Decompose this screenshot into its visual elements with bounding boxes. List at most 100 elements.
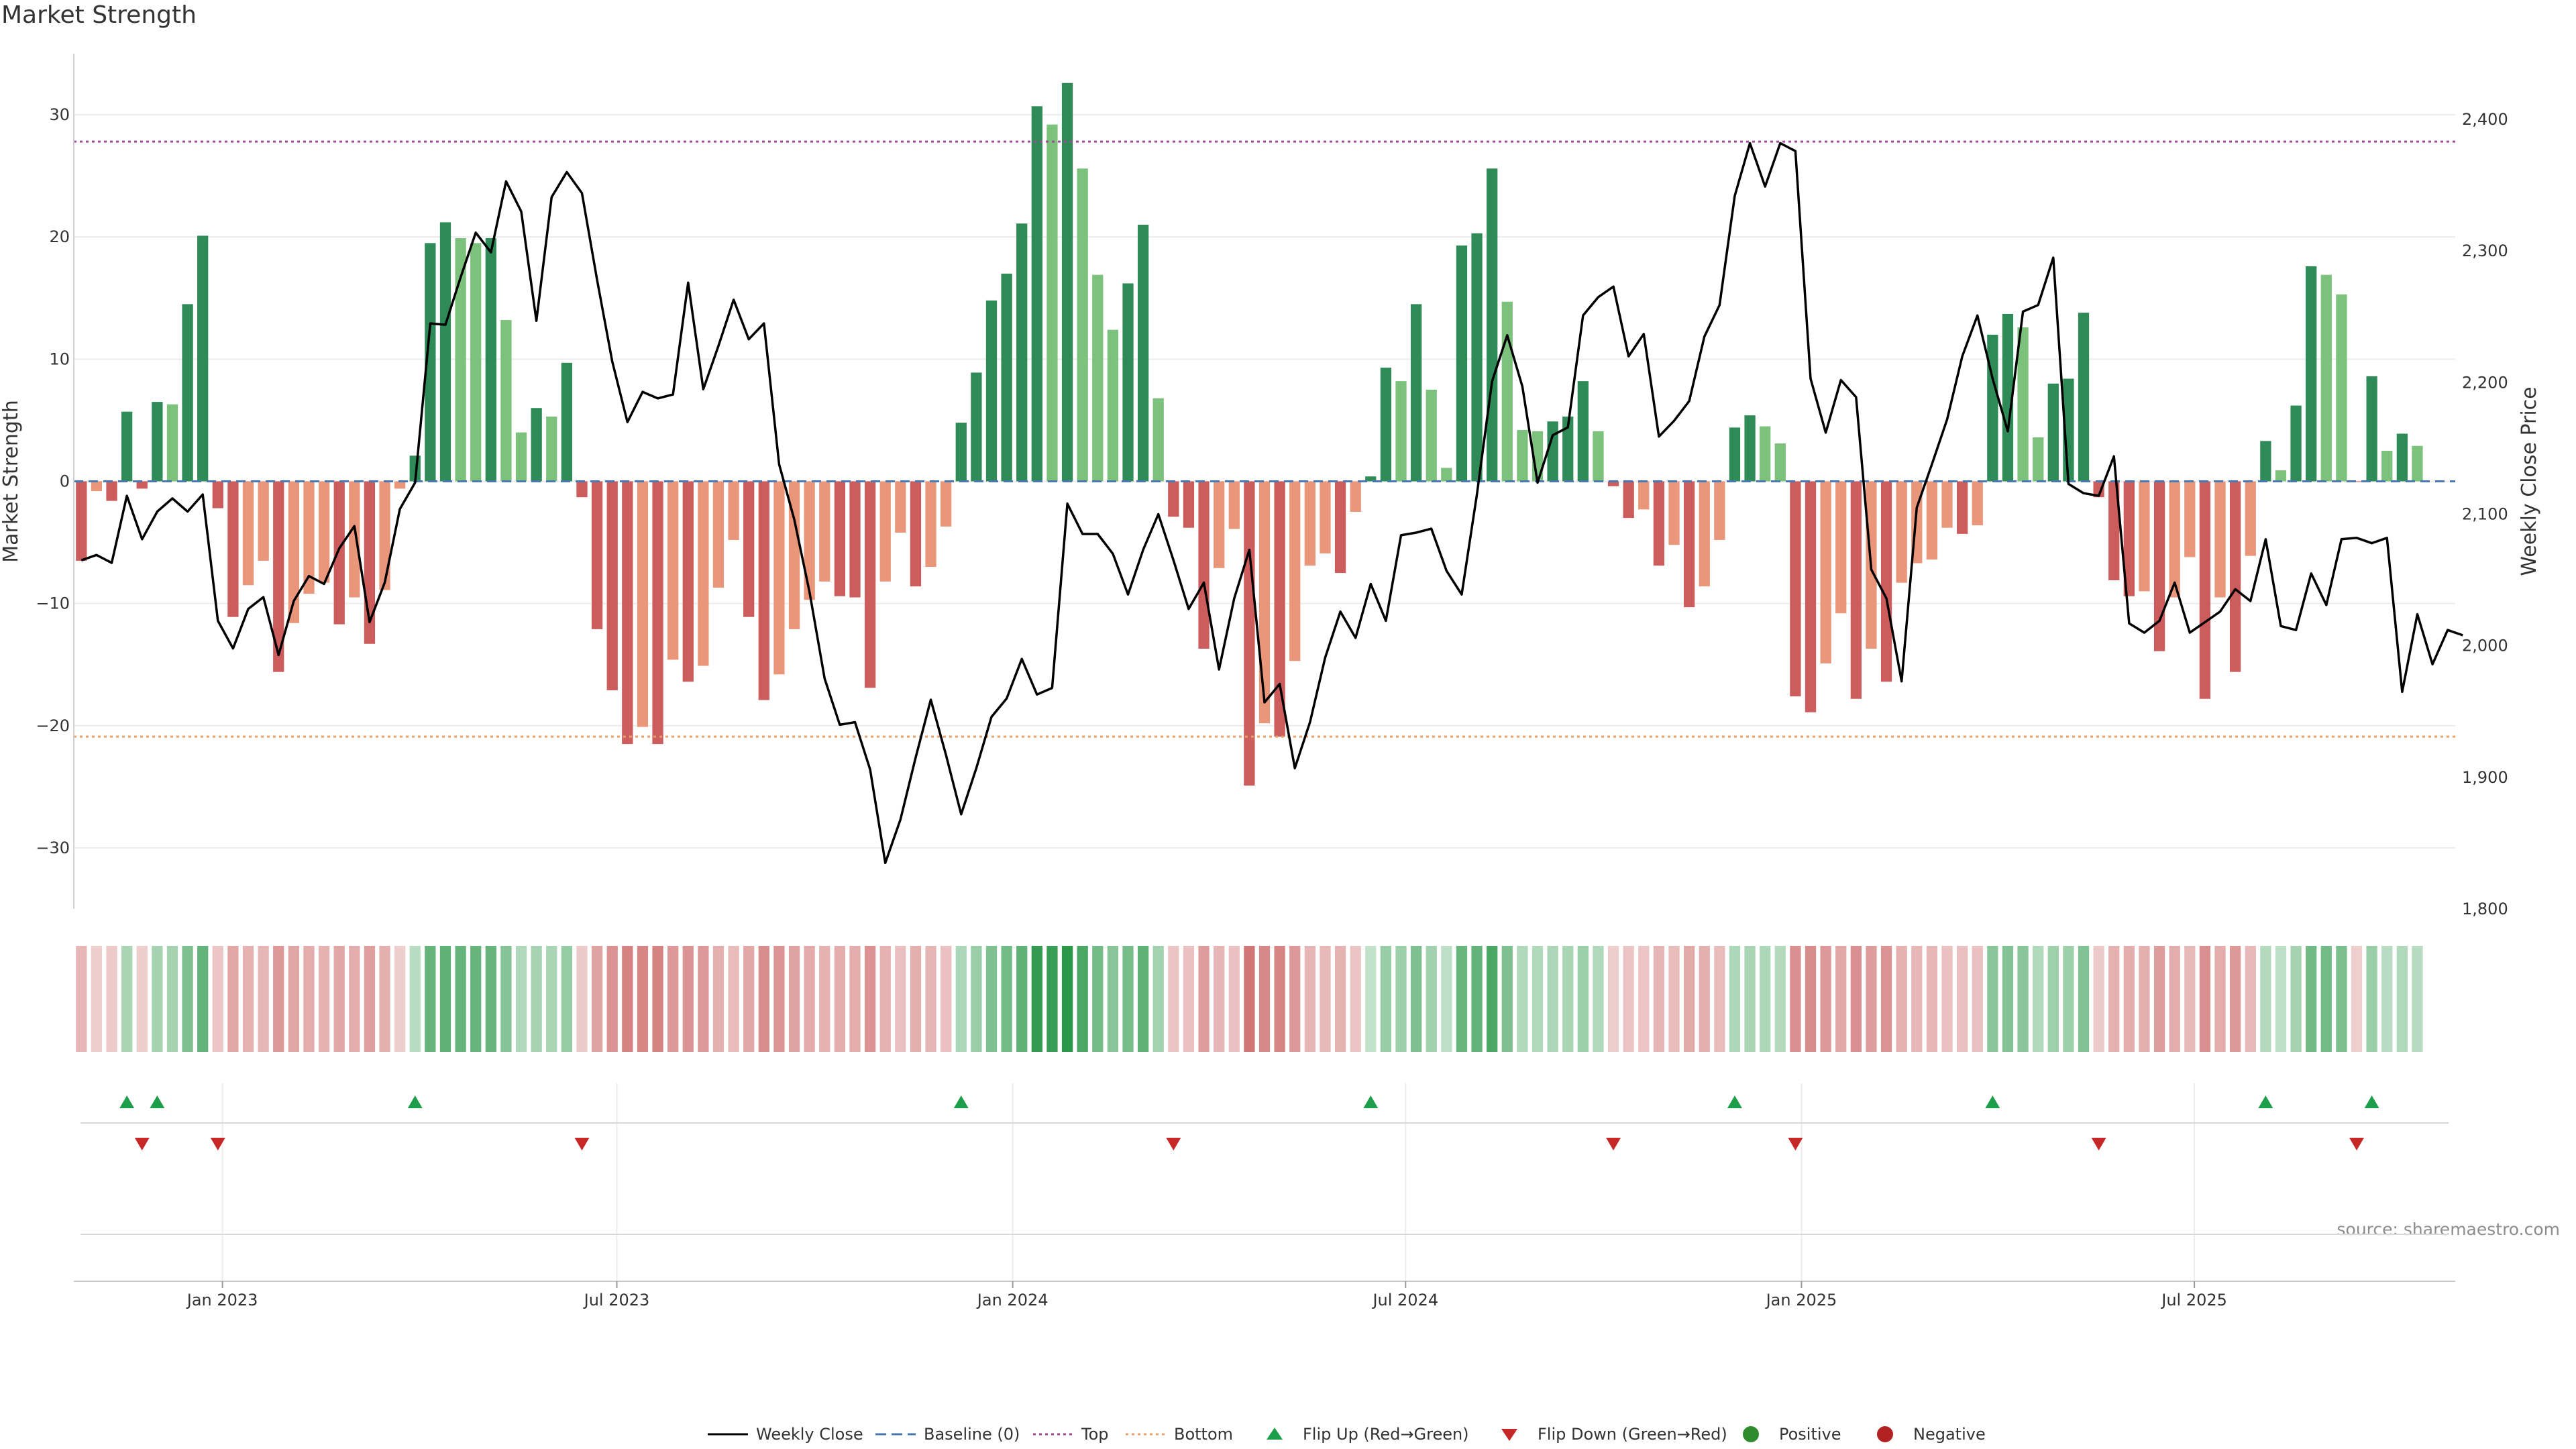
heat-cell xyxy=(1441,946,1452,1052)
heat-cell xyxy=(1046,946,1058,1052)
heat-cell xyxy=(242,946,254,1052)
heat-cell xyxy=(258,946,269,1052)
y-tick-label: 30 xyxy=(49,105,70,124)
flip-up-marker xyxy=(1985,1095,2000,1108)
heat-cell xyxy=(1107,946,1119,1052)
strength-bar xyxy=(1410,304,1422,482)
heat-cell xyxy=(1638,946,1650,1052)
strength-bar xyxy=(1244,481,1255,786)
strength-bar xyxy=(1820,481,1831,663)
heat-cell xyxy=(2139,946,2150,1052)
strength-bar xyxy=(606,481,618,690)
heat-cell xyxy=(1426,946,1437,1052)
heat-cell xyxy=(318,946,330,1052)
heat-cell xyxy=(1061,946,1073,1052)
y2-tick-label: 2,400 xyxy=(2462,110,2508,129)
strength-bar xyxy=(242,481,254,586)
legend-item-flip-up: Flip Up (Red→Green) xyxy=(1267,1425,1469,1444)
strength-bar xyxy=(2153,481,2165,651)
heat-cell xyxy=(2108,946,2120,1052)
heat-cell xyxy=(485,946,496,1052)
y2-tick-label: 2,200 xyxy=(2462,373,2508,392)
heat-cell xyxy=(1320,946,1331,1052)
strength-bar xyxy=(637,481,649,727)
heat-cell xyxy=(1744,946,1756,1052)
heat-cell xyxy=(2093,946,2104,1052)
legend-swatch xyxy=(1267,1428,1283,1440)
heat-cell xyxy=(1607,946,1619,1052)
heat-cell xyxy=(1956,946,1968,1052)
heat-cell xyxy=(1668,946,1680,1052)
strength-bar xyxy=(1547,421,1558,482)
heat-cell xyxy=(1653,946,1665,1052)
legend-item-negative: Negative xyxy=(1877,1425,1986,1444)
strength-bar xyxy=(1683,481,1695,608)
strength-bar xyxy=(2306,266,2317,482)
strength-bar xyxy=(1395,381,1407,482)
strength-bar xyxy=(1046,124,1058,482)
heat-cell xyxy=(1001,946,1012,1052)
strength-bar xyxy=(379,481,390,590)
heat-cell xyxy=(849,946,861,1052)
heat-cell xyxy=(804,946,815,1052)
flip-down-marker xyxy=(574,1138,590,1150)
heat-cell xyxy=(288,946,300,1052)
heat-cell xyxy=(1456,946,1468,1052)
heat-cell xyxy=(561,946,573,1052)
strength-bar xyxy=(2017,327,2029,482)
strength-bar xyxy=(1562,416,1574,482)
heat-cell xyxy=(743,946,755,1052)
legend-item-baseline: Baseline (0) xyxy=(875,1425,1020,1444)
strength-bar xyxy=(2184,481,2196,557)
y-tick-label: −20 xyxy=(36,716,70,735)
heat-cell xyxy=(1031,946,1042,1052)
strength-bar xyxy=(2047,383,2059,482)
heat-cell xyxy=(1122,946,1134,1052)
strength-bar xyxy=(910,481,922,587)
heat-cell xyxy=(1850,946,1862,1052)
strength-bar xyxy=(1790,481,1801,697)
strength-bar xyxy=(1805,481,1817,712)
axes: 30 20 10 0 −10 −20 −30 2,400 2,300 2,200 2,100 2,00… xyxy=(0,54,2541,918)
heat-cell xyxy=(1623,946,1634,1052)
strength-bar xyxy=(288,481,300,623)
strength-bar xyxy=(1760,426,1771,482)
strength-bar xyxy=(1638,481,1650,510)
x-tick-label: Jan 2025 xyxy=(1765,1291,1837,1309)
strength-bar xyxy=(667,481,679,660)
legend-swatch xyxy=(1743,1426,1759,1442)
strength-bar xyxy=(2366,376,2377,482)
flip-up-marker xyxy=(2364,1095,2379,1108)
heat-cell xyxy=(2078,946,2090,1052)
reference-lines xyxy=(74,140,2455,738)
strength-bar xyxy=(2275,470,2287,482)
heat-cell xyxy=(1077,946,1088,1052)
heat-cell xyxy=(212,946,223,1052)
strength-bar xyxy=(1653,481,1665,566)
strength-bar xyxy=(1729,427,1741,482)
strength-bar xyxy=(2093,481,2104,498)
strength-bar xyxy=(2412,445,2423,482)
heat-cell xyxy=(728,946,739,1052)
heat-cell xyxy=(1350,946,1361,1052)
heat-cell xyxy=(1183,946,1195,1052)
strength-bar xyxy=(1880,481,1892,682)
strength-bar xyxy=(121,411,133,482)
x-tick-label: Jul 2025 xyxy=(2160,1291,2227,1309)
heat-cell xyxy=(1866,946,1877,1052)
strength-bar xyxy=(1334,481,1346,574)
strength-bar xyxy=(2139,481,2150,592)
heat-cell xyxy=(1471,946,1483,1052)
strength-bar xyxy=(2260,441,2271,482)
heat-cell xyxy=(349,946,360,1052)
y-tick-label: 0 xyxy=(60,472,70,491)
heat-cell xyxy=(1517,946,1528,1052)
heat-cell xyxy=(76,946,87,1052)
y-axis-title: Market Strength xyxy=(0,400,23,562)
strength-bar xyxy=(303,481,315,594)
flip-down-marker xyxy=(134,1138,150,1150)
flip-down-marker xyxy=(1788,1138,1803,1150)
heat-cell xyxy=(1365,946,1377,1052)
heat-cell xyxy=(2396,946,2408,1052)
